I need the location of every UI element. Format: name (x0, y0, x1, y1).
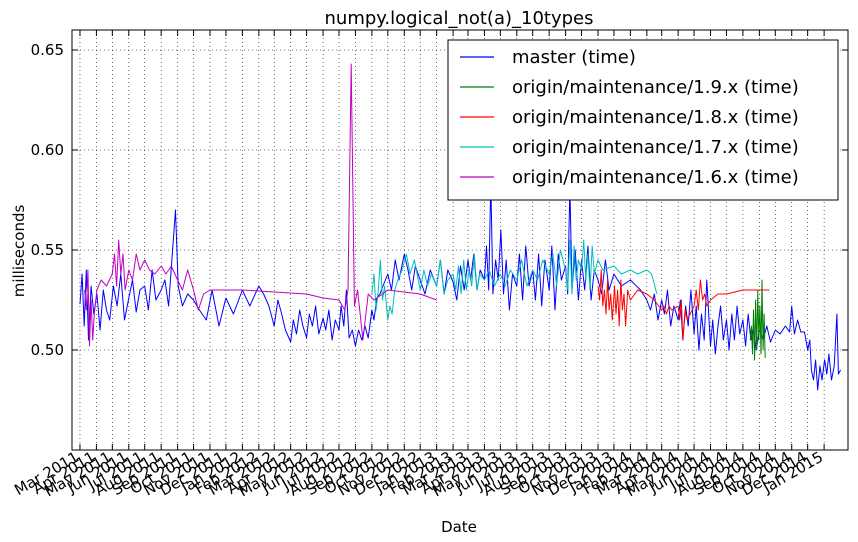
legend-entry: origin/maintenance/1.8.x (time) (512, 107, 799, 128)
y-axis-label: milliseconds (10, 205, 28, 298)
plot-series (79, 63, 842, 391)
series-line-3 (371, 239, 658, 321)
legend-entry: origin/maintenance/1.7.x (time) (512, 137, 799, 158)
y-tick-label: 0.65 (31, 41, 64, 59)
series-line-4 (84, 63, 437, 347)
y-tick-label: 0.55 (31, 241, 64, 259)
legend-entry: origin/maintenance/1.6.x (time) (512, 167, 799, 188)
chart-title: numpy.logical_not(a)_10types (325, 8, 594, 29)
y-tick-label: 0.50 (31, 341, 64, 359)
legend-entry: origin/maintenance/1.9.x (time) (512, 77, 799, 98)
legend-entry: master (time) (512, 47, 636, 68)
series-line-1 (749, 279, 766, 361)
series-line-2 (597, 269, 770, 341)
legend: master (time) origin/maintenance/1.9.x (t… (447, 39, 839, 201)
x-axis-label: Date (441, 518, 477, 536)
y-tick-labels: 0.50 0.55 0.60 0.65 (31, 41, 64, 359)
plot-frame (71, 29, 849, 451)
axis-ticks (72, 30, 848, 450)
series-line-0 (79, 179, 842, 391)
y-tick-label: 0.60 (31, 141, 64, 159)
legend-box (447, 39, 839, 201)
